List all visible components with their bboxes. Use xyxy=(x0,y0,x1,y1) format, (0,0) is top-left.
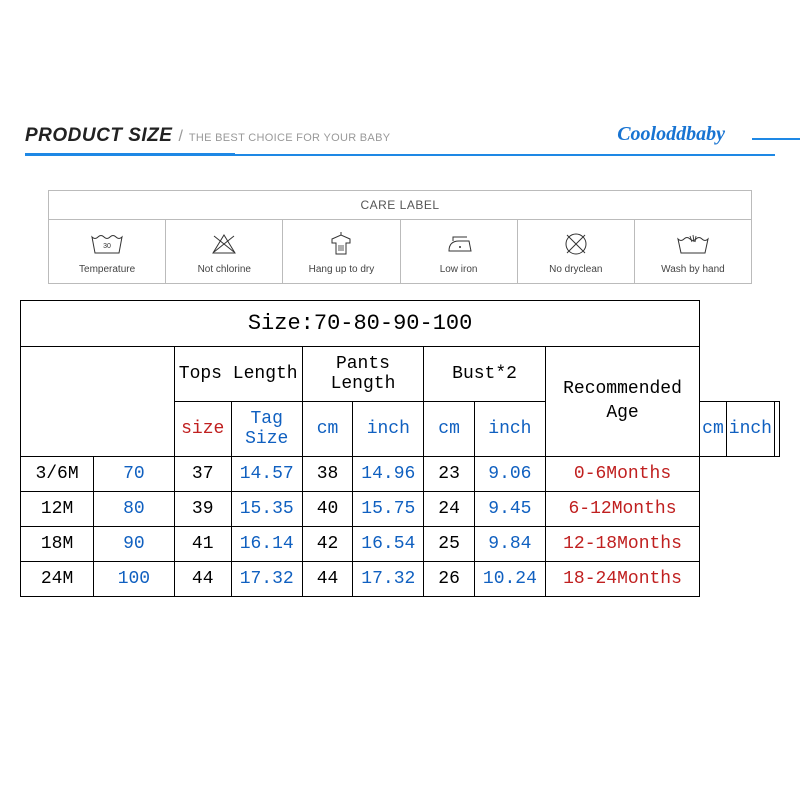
care-cell-hang-dry: Hang up to dry xyxy=(283,220,400,283)
cell-age: 12-18Months xyxy=(545,527,699,562)
col-cm: cm xyxy=(424,402,475,457)
group-bust: Bust*2 xyxy=(424,347,546,402)
cell-in: 9.06 xyxy=(474,457,545,492)
care-title: CARE LABEL xyxy=(49,191,751,220)
cell-cm: 37 xyxy=(174,457,231,492)
cell-age: 6-12Months xyxy=(545,492,699,527)
cell-tag: 80 xyxy=(94,492,175,527)
cell-cm: 40 xyxy=(302,492,353,527)
blank-cell xyxy=(21,347,175,457)
cell-in: 16.54 xyxy=(353,527,424,562)
care-label-table: CARE LABEL 30 Temperature Not chlorine H… xyxy=(48,190,752,284)
cell-in: 14.96 xyxy=(353,457,424,492)
cell-in: 16.14 xyxy=(231,527,302,562)
cell-cm: 42 xyxy=(302,527,353,562)
care-cell-hand-wash: Wash by hand xyxy=(635,220,751,283)
table-row: 3/6M 70 37 14.57 38 14.96 23 9.06 0-6Mon… xyxy=(21,457,780,492)
cell-cm: 26 xyxy=(424,562,475,597)
svg-text:30: 30 xyxy=(103,243,111,250)
cell-age: 0-6Months xyxy=(545,457,699,492)
cell-in: 9.84 xyxy=(474,527,545,562)
col-size: size xyxy=(174,402,231,457)
care-label: Temperature xyxy=(51,264,163,275)
cell-tag: 100 xyxy=(94,562,175,597)
size-table: Size:70-80-90-100 Tops Length Pants Leng… xyxy=(20,300,780,597)
cell-cm: 25 xyxy=(424,527,475,562)
care-label: Not chlorine xyxy=(168,264,280,275)
cell-cm: 24 xyxy=(424,492,475,527)
group-tops: Tops Length xyxy=(174,347,302,402)
group-age: Recommended Age xyxy=(545,347,699,457)
cell-in: 14.57 xyxy=(231,457,302,492)
cell-size: 18M xyxy=(21,527,94,562)
header-title: PRODUCT SIZE xyxy=(25,125,172,147)
no-chlorine-icon xyxy=(168,230,280,258)
cell-size: 3/6M xyxy=(21,457,94,492)
care-cell-temperature: 30 Temperature xyxy=(49,220,166,283)
header-rule-right xyxy=(752,138,800,140)
col-cm: cm xyxy=(302,402,353,457)
cell-in: 15.75 xyxy=(353,492,424,527)
header-rule xyxy=(25,154,775,156)
table-row: 18M 90 41 16.14 42 16.54 25 9.84 12-18Mo… xyxy=(21,527,780,562)
hang-dry-icon xyxy=(285,230,397,258)
care-row: 30 Temperature Not chlorine Hang up to d… xyxy=(49,220,751,283)
cell-cm: 44 xyxy=(174,562,231,597)
cell-in: 10.24 xyxy=(474,562,545,597)
brand-logo: Cooloddbaby xyxy=(617,123,725,146)
blank-cell xyxy=(775,402,780,457)
header-slash: / xyxy=(178,128,182,146)
col-tag: Tag Size xyxy=(231,402,302,457)
cell-in: 15.35 xyxy=(231,492,302,527)
cell-size: 12M xyxy=(21,492,94,527)
iron-icon xyxy=(403,230,515,258)
size-title: Size:70-80-90-100 xyxy=(21,301,700,347)
cell-cm: 44 xyxy=(302,562,353,597)
header-block: PRODUCT SIZE / THE BEST CHOICE FOR YOUR … xyxy=(25,125,775,165)
care-cell-low-iron: Low iron xyxy=(401,220,518,283)
size-title-row: Size:70-80-90-100 xyxy=(21,301,780,347)
no-dryclean-icon xyxy=(520,230,632,258)
cell-age: 18-24Months xyxy=(545,562,699,597)
care-cell-no-dryclean: No dryclean xyxy=(518,220,635,283)
table-row: 12M 80 39 15.35 40 15.75 24 9.45 6-12Mon… xyxy=(21,492,780,527)
table-row: 24M 100 44 17.32 44 17.32 26 10.24 18-24… xyxy=(21,562,780,597)
care-label: Hang up to dry xyxy=(285,264,397,275)
wash-tub-icon: 30 xyxy=(51,230,163,258)
group-header-row: Tops Length Pants Length Bust*2 Recommen… xyxy=(21,347,780,402)
header-subtitle: THE BEST CHOICE FOR YOUR BABY xyxy=(189,132,390,144)
cell-in: 17.32 xyxy=(231,562,302,597)
care-label: No dryclean xyxy=(520,264,632,275)
care-label: Low iron xyxy=(403,264,515,275)
cell-tag: 90 xyxy=(94,527,175,562)
cell-in: 9.45 xyxy=(474,492,545,527)
care-label: Wash by hand xyxy=(637,264,749,275)
col-cm: cm xyxy=(700,402,727,457)
col-inch: inch xyxy=(474,402,545,457)
cell-in: 17.32 xyxy=(353,562,424,597)
cell-size: 24M xyxy=(21,562,94,597)
cell-cm: 23 xyxy=(424,457,475,492)
cell-cm: 38 xyxy=(302,457,353,492)
cell-cm: 39 xyxy=(174,492,231,527)
col-inch: inch xyxy=(353,402,424,457)
hand-wash-icon xyxy=(637,230,749,258)
col-inch: inch xyxy=(726,402,774,457)
group-pants: Pants Length xyxy=(302,347,424,402)
cell-cm: 41 xyxy=(174,527,231,562)
cell-tag: 70 xyxy=(94,457,175,492)
care-cell-chlorine: Not chlorine xyxy=(166,220,283,283)
